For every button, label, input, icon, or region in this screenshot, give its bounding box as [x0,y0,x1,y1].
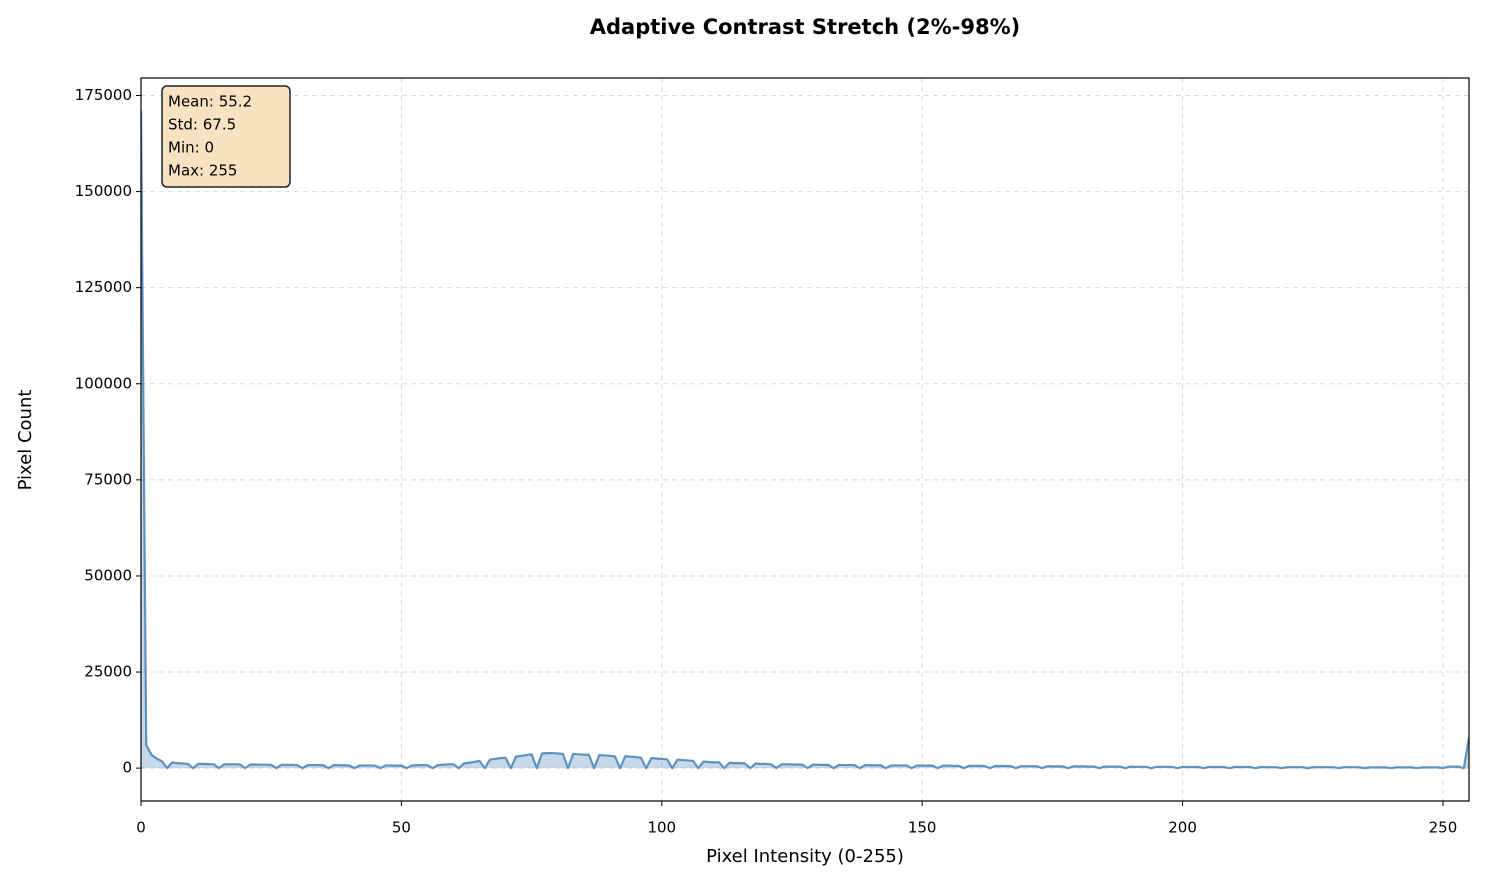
x-tick-label: 200 [1168,819,1197,837]
y-tick-label: 0 [122,759,132,777]
x-tick-label: 0 [136,819,146,837]
chart-title: Adaptive Contrast Stretch (2%-98%) [590,15,1021,39]
plot-frame [140,77,1470,802]
stats-text: Mean: 55.2 [168,93,252,111]
y-tick-label: 100000 [75,374,132,392]
x-tick-label: 100 [647,819,676,837]
stats-text: Max: 255 [168,162,237,180]
y-tick-label: 50000 [84,566,132,584]
x-axis-label: Pixel Intensity (0-255) [706,846,904,867]
stats-text: Min: 0 [168,139,214,157]
y-tick-label: 25000 [84,663,132,681]
x-tick-label: 150 [908,819,937,837]
y-tick-label: 75000 [84,470,132,488]
x-tick-label: 250 [1429,819,1458,837]
y-axis-label: Pixel Count [15,390,36,491]
stats-box [161,85,291,188]
y-tick-label: 175000 [75,86,132,104]
y-tick-label: 125000 [75,278,132,296]
histogram-line [141,110,1469,770]
y-tick-label: 150000 [75,182,132,200]
area-fill [141,110,1469,769]
stats-text: Std: 67.5 [168,116,236,134]
x-tick-label: 50 [392,819,411,837]
